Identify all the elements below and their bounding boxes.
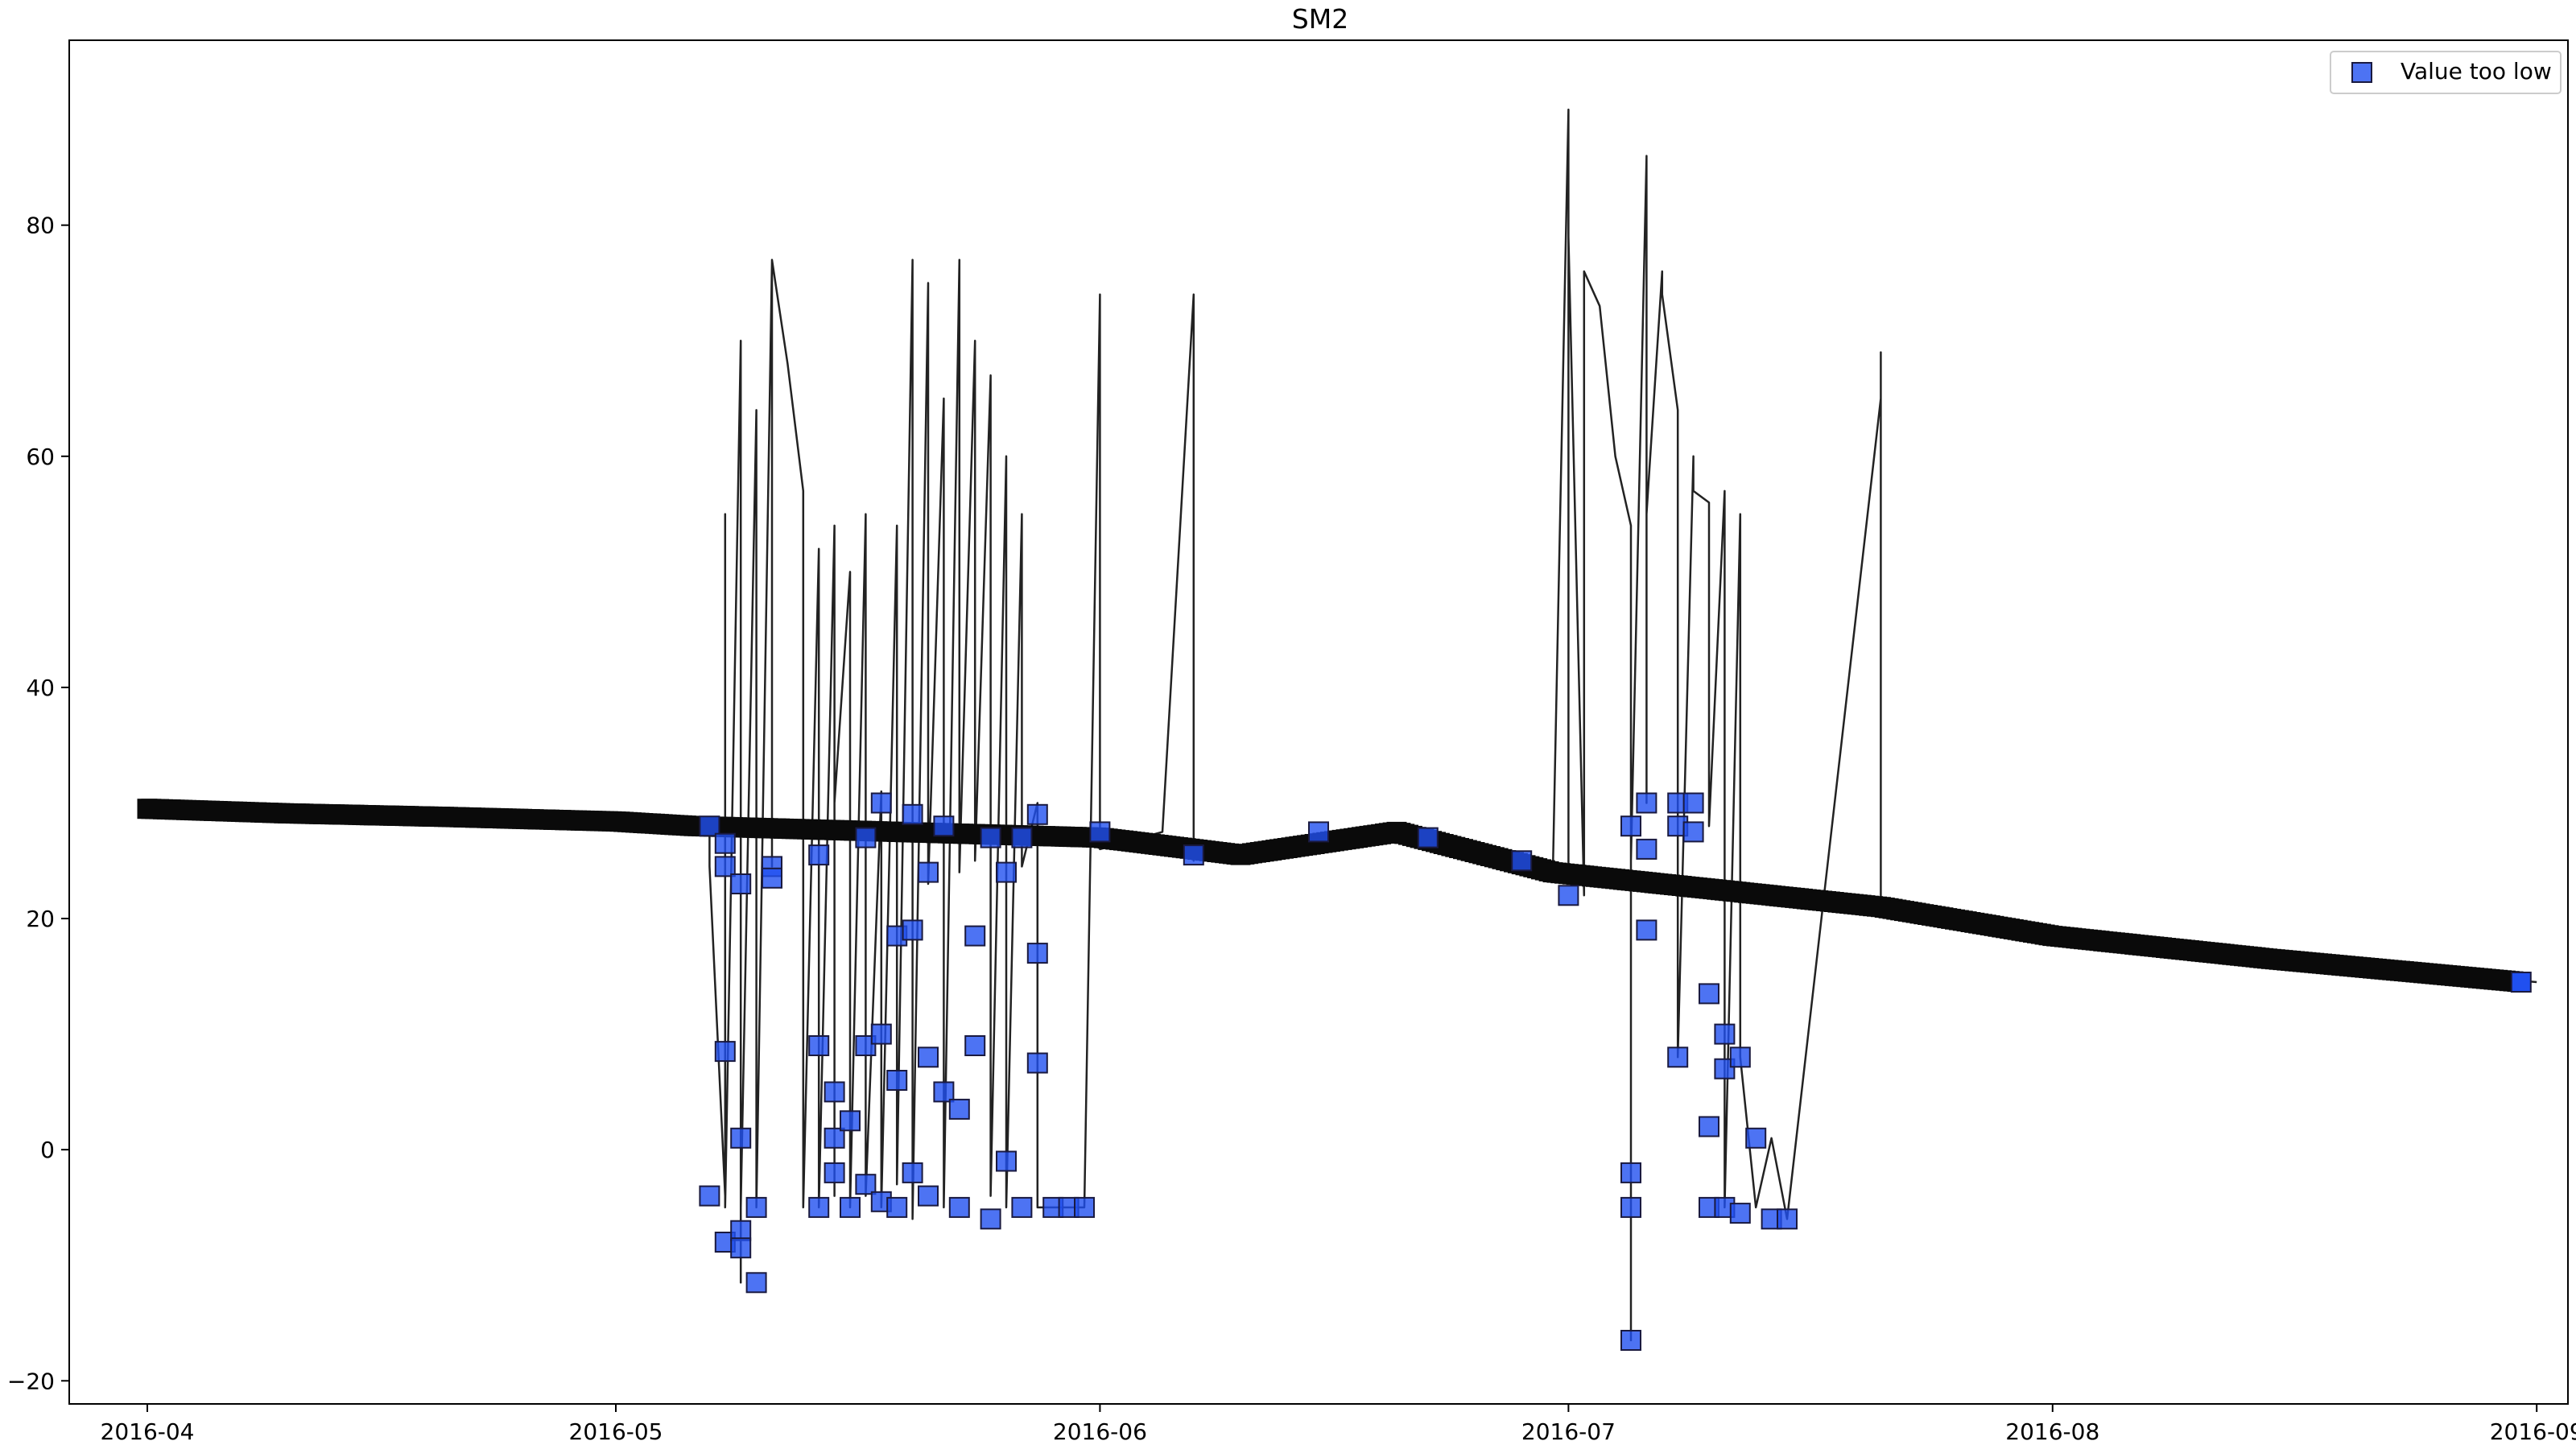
low-value-marker [745,1272,767,1294]
y-tick-label: 20 [26,906,55,932]
low-value-marker [1558,885,1579,906]
low-value-marker [1183,844,1204,866]
y-tick-label: 60 [26,444,55,470]
x-tick-label: 2016-04 [101,1418,195,1445]
low-value-marker [964,1035,986,1056]
low-value-marker [730,1127,752,1149]
low-value-marker [745,1196,767,1218]
low-value-marker [870,792,892,814]
low-value-marker [1636,838,1657,860]
low-value-marker [1777,1208,1798,1230]
low-value-marker [1011,827,1033,848]
low-value-marker [1729,1046,1751,1068]
low-value-marker [902,919,923,941]
low-value-marker [1620,1196,1641,1218]
low-value-marker [1620,815,1641,837]
low-value-marker [1667,1046,1689,1068]
x-tick-label: 2016-09 [2490,1418,2576,1445]
low-value-marker [1026,1052,1048,1074]
low-value-marker [933,815,955,837]
low-value-marker [1714,1023,1736,1045]
legend-box [2330,51,2562,94]
low-value-marker [762,867,782,889]
legend-marker [2351,62,2372,83]
low-value-marker [948,1196,970,1218]
normal-marker [2510,972,2532,993]
low-value-marker [902,1162,923,1183]
x-tick-label: 2016-07 [1521,1418,1616,1445]
low-value-marker [808,1196,830,1218]
low-value-marker [948,1098,970,1120]
x-axis: 2016-04 2016-05 2016-06 2016-07 2016-08 2016-… [101,1404,2576,1445]
low-value-marker [1026,803,1048,825]
legend-label: Value too low [2401,58,2552,85]
y-axis: −20 0 20 40 60 80 [7,213,69,1394]
low-value-marker [980,1208,1001,1230]
low-value-marker [1011,1196,1033,1218]
low-value-marker [918,1185,939,1207]
low-value-marker [1511,850,1533,872]
low-value-marker [1745,1127,1767,1149]
low-value-marker [1699,1116,1719,1137]
y-tick-label: 0 [40,1137,55,1163]
plot-frame [68,39,2569,1405]
low-value-marker [1729,1203,1751,1224]
low-value-marker [824,1162,845,1183]
low-value-marker [886,1196,908,1218]
low-value-marker [855,827,877,848]
low-value-marker [699,1185,720,1207]
low-value-marker [824,1127,845,1149]
low-value-marker [1089,821,1111,843]
y-tick-label: −20 [7,1368,55,1394]
low-value-marker [824,1081,845,1103]
low-value-marker [886,1070,908,1091]
low-value-marker [808,1035,830,1056]
low-value-marker [1026,943,1048,964]
low-value-marker [1682,821,1704,843]
low-value-marker [1636,919,1657,941]
low-value-marker [714,1041,736,1063]
low-value-marker [870,1023,892,1045]
low-value-marker [902,803,923,825]
low-value-marker [840,1110,861,1132]
low-value-marker [730,873,752,894]
low-value-marker [964,925,986,947]
x-tick-label: 2016-06 [1053,1418,1147,1445]
chart-title: SM2 [1292,3,1348,35]
x-tick-label: 2016-08 [2005,1418,2099,1445]
low-value-marker [714,832,736,854]
low-value-marker [1308,821,1329,843]
low-value-marker [933,1081,955,1103]
low-value-marker [808,844,830,866]
low-value-marker [918,1046,939,1068]
low-value-marker [730,1220,752,1241]
y-tick-label: 80 [26,213,55,239]
low-value-marker [918,861,939,883]
low-value-marker [980,827,1001,848]
x-tick-label: 2016-05 [569,1418,663,1445]
low-value-marker [714,856,736,877]
low-value-marker [1417,827,1439,848]
low-value-marker [840,1196,861,1218]
low-value-marker [1636,792,1657,814]
legend: Value too low [2330,51,2562,94]
low-value-marker [996,861,1017,883]
low-value-marker [855,1174,877,1195]
low-value-marker [730,1237,752,1259]
series-line [147,108,2537,1342]
low-value-marker [699,815,720,837]
low-value-marker [996,1150,1017,1172]
low-value-marker [1620,1330,1641,1351]
low-value-marker [1699,983,1719,1005]
low-value-marker [1620,1162,1641,1183]
low-value-marker [1074,1196,1095,1218]
low-value-marker [1682,792,1704,814]
y-tick-label: 40 [26,675,55,701]
plot-area [137,108,2537,1351]
